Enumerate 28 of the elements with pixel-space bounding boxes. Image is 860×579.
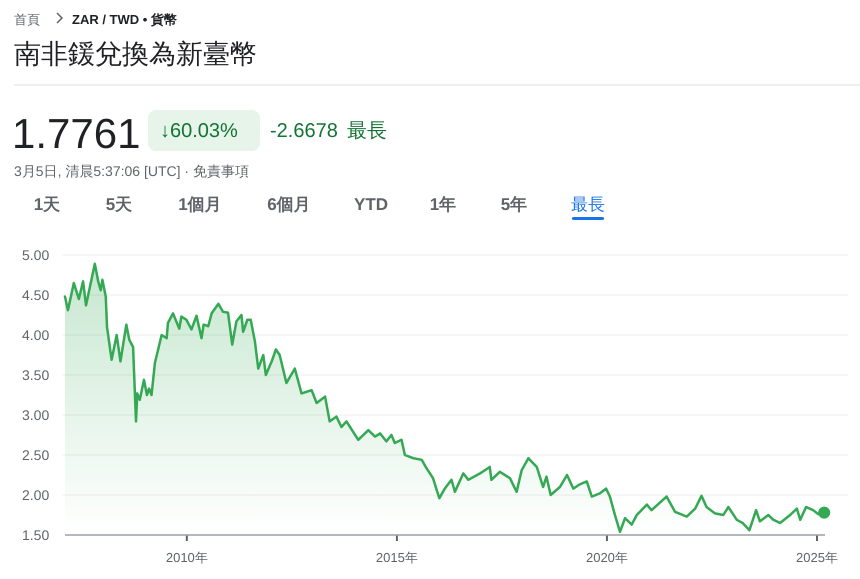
text: YTD — [354, 195, 388, 214]
text: 5年 — [500, 195, 528, 214]
text: 1個月 — [178, 195, 222, 214]
y-tick-label: 2.00 — [22, 487, 50, 503]
y-tick-label: 3.50 — [22, 367, 50, 383]
text: ↓60.03% — [160, 120, 238, 142]
text: 最長 — [347, 120, 387, 142]
x-tick-label: 2010年 — [166, 550, 208, 565]
text: 最長 — [571, 195, 605, 214]
text: -2.6678 — [270, 120, 338, 142]
text: 1年 — [430, 195, 456, 214]
chart-title: 南非鍰兌換為新臺幣 — [14, 39, 257, 69]
text: 1.7761 — [12, 110, 140, 157]
y-tick-label: 4.00 — [22, 327, 50, 343]
y-tick-label: 2.50 — [22, 447, 50, 463]
text: 1天 — [34, 195, 60, 214]
x-tick-label: 2020年 — [586, 550, 628, 565]
text: 首頁 — [14, 12, 40, 27]
x-tick-label: 2025年 — [796, 550, 838, 565]
text: 5天 — [106, 195, 132, 214]
x-tick-label: 2015年 — [376, 550, 418, 565]
y-tick-label: 5.00 — [22, 247, 50, 263]
y-tick-label: 4.50 — [22, 287, 50, 303]
text: ZAR / TWD • 貨幣 — [72, 12, 177, 27]
y-tick-label: 3.00 — [22, 407, 50, 423]
y-tick-label: 1.50 — [22, 527, 50, 543]
text: 3月5日, 清晨5:37:06 [UTC] · 免責事項 — [14, 163, 249, 179]
text: 6個月 — [267, 195, 311, 214]
